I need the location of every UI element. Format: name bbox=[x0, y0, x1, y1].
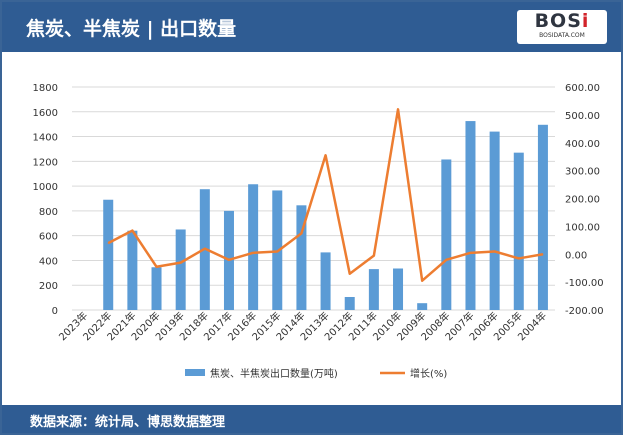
bar-2021年 bbox=[127, 230, 138, 310]
legend-bar-swatch bbox=[185, 369, 205, 376]
growth-point-2010年 bbox=[397, 108, 399, 110]
growth-point-2008年 bbox=[445, 259, 447, 261]
growth-point-2011年 bbox=[373, 255, 375, 257]
right-tick-label: 100.00 bbox=[565, 222, 600, 233]
bar-2006年 bbox=[489, 131, 500, 310]
growth-point-2022年 bbox=[107, 242, 109, 244]
right-tick-label: -100.00 bbox=[565, 278, 604, 289]
bar-2004年 bbox=[537, 124, 548, 311]
left-tick-label: 1000 bbox=[33, 182, 58, 193]
right-tick-label: 500.00 bbox=[565, 111, 600, 122]
bar-2012年 bbox=[344, 296, 355, 310]
right-tick-label: 200.00 bbox=[565, 195, 600, 206]
left-tick-label: 400 bbox=[39, 256, 58, 267]
growth-point-2020年 bbox=[156, 266, 158, 268]
bar-2011年 bbox=[368, 269, 379, 310]
growth-point-2009年 bbox=[421, 280, 423, 282]
bosi-logo: BOSi BOSIDATA.COM bbox=[517, 10, 607, 44]
growth-point-2005年 bbox=[518, 257, 520, 259]
growth-point-2017年 bbox=[228, 259, 230, 261]
header-bar: 焦炭、半焦炭 | 出口数量 BOSi BOSIDATA.COM bbox=[2, 2, 621, 52]
footer-bar: 数据来源：统计局、博思数据整理 bbox=[2, 405, 621, 433]
bar-2008年 bbox=[441, 159, 452, 310]
bar-2014年 bbox=[296, 205, 307, 310]
bar-2010年 bbox=[393, 268, 404, 310]
growth-point-2015年 bbox=[276, 250, 278, 252]
bar-2019年 bbox=[175, 229, 186, 310]
bar-2016年 bbox=[248, 184, 259, 310]
data-source: 数据来源：统计局、博思数据整理 bbox=[30, 415, 226, 430]
growth-point-2014年 bbox=[300, 232, 302, 234]
bar-2020年 bbox=[151, 267, 162, 310]
bar-2007年 bbox=[465, 121, 476, 310]
bar-2005年 bbox=[513, 152, 524, 310]
growth-point-2004年 bbox=[542, 253, 544, 255]
left-tick-label: 1800 bbox=[33, 83, 58, 94]
left-tick-label: 1600 bbox=[33, 108, 58, 119]
logo-mark: BOSi bbox=[534, 10, 590, 32]
right-tick-label: 0.00 bbox=[565, 250, 587, 261]
logo-sub: BOSIDATA.COM bbox=[539, 32, 585, 39]
left-tick-label: 1200 bbox=[33, 157, 58, 168]
bar-2013年 bbox=[320, 252, 331, 310]
right-tick-label: 600.00 bbox=[565, 83, 600, 94]
bar-2022年 bbox=[103, 199, 114, 310]
growth-point-2013年 bbox=[325, 154, 327, 156]
growth-point-2018年 bbox=[204, 248, 206, 250]
left-tick-label: 0 bbox=[52, 306, 58, 317]
right-tick-label: 300.00 bbox=[565, 167, 600, 178]
growth-point-2012年 bbox=[349, 273, 351, 275]
left-tick-label: 1400 bbox=[33, 133, 58, 144]
right-tick-label: 400.00 bbox=[565, 139, 600, 150]
left-tick-label: 600 bbox=[39, 232, 58, 243]
growth-point-2007年 bbox=[469, 252, 471, 254]
chart-title: 焦炭、半焦炭 | 出口数量 bbox=[26, 18, 237, 40]
growth-point-2006年 bbox=[494, 250, 496, 252]
right-tick-label: -200.00 bbox=[565, 306, 604, 317]
growth-point-2021年 bbox=[131, 230, 133, 232]
bar-2009年 bbox=[417, 303, 428, 310]
growth-point-2019年 bbox=[180, 262, 182, 264]
left-tick-label: 200 bbox=[39, 281, 58, 292]
left-tick-label: 800 bbox=[39, 207, 58, 218]
growth-point-2016年 bbox=[252, 252, 254, 254]
legend-line-label: 增长(%) bbox=[410, 367, 447, 380]
legend-bar-label: 焦炭、半焦炭出口数量(万吨) bbox=[210, 367, 338, 380]
